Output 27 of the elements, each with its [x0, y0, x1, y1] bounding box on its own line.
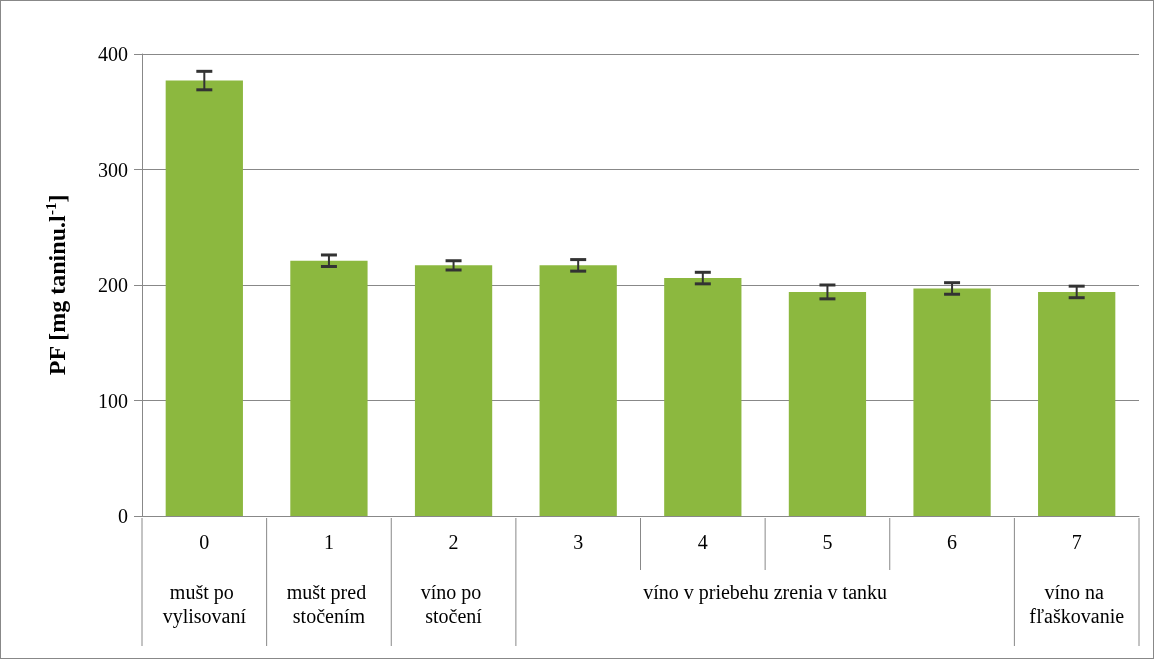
- y-tick-label: 300: [98, 158, 128, 181]
- bar: [913, 288, 991, 516]
- bar: [788, 291, 867, 516]
- bar: [539, 265, 617, 516]
- y-tick-label: 0: [118, 505, 128, 527]
- bar: [414, 265, 493, 516]
- x-tick-label: 4: [697, 531, 708, 553]
- bar: [165, 80, 243, 516]
- y-tick-label: 200: [98, 274, 128, 296]
- x-tick-label: 6: [947, 531, 958, 553]
- text: mušt pred stočením: [286, 581, 372, 627]
- x-tick-label: 2: [448, 531, 459, 553]
- text: víno na fľaškovanie: [1029, 581, 1125, 627]
- bar: [664, 278, 742, 516]
- text: víno po stočení: [420, 581, 487, 627]
- y-tick-label: 100: [98, 389, 128, 412]
- x-tick-label: 3: [573, 531, 584, 553]
- y-tick-label: 400: [98, 43, 128, 65]
- bar: [1038, 291, 1116, 516]
- y-axis-title: PF [mg taninu.l-1]: [42, 194, 70, 376]
- x-tick-label: 0: [199, 531, 210, 553]
- x-tick-label: 7: [1071, 531, 1082, 553]
- bar: [290, 260, 368, 516]
- text: mušt po vylisovaní: [162, 581, 247, 628]
- x-tick-label: 1: [323, 531, 334, 553]
- text: víno v priebehu zrenia v tanku: [643, 581, 888, 604]
- x-tick-label: 5: [822, 531, 833, 553]
